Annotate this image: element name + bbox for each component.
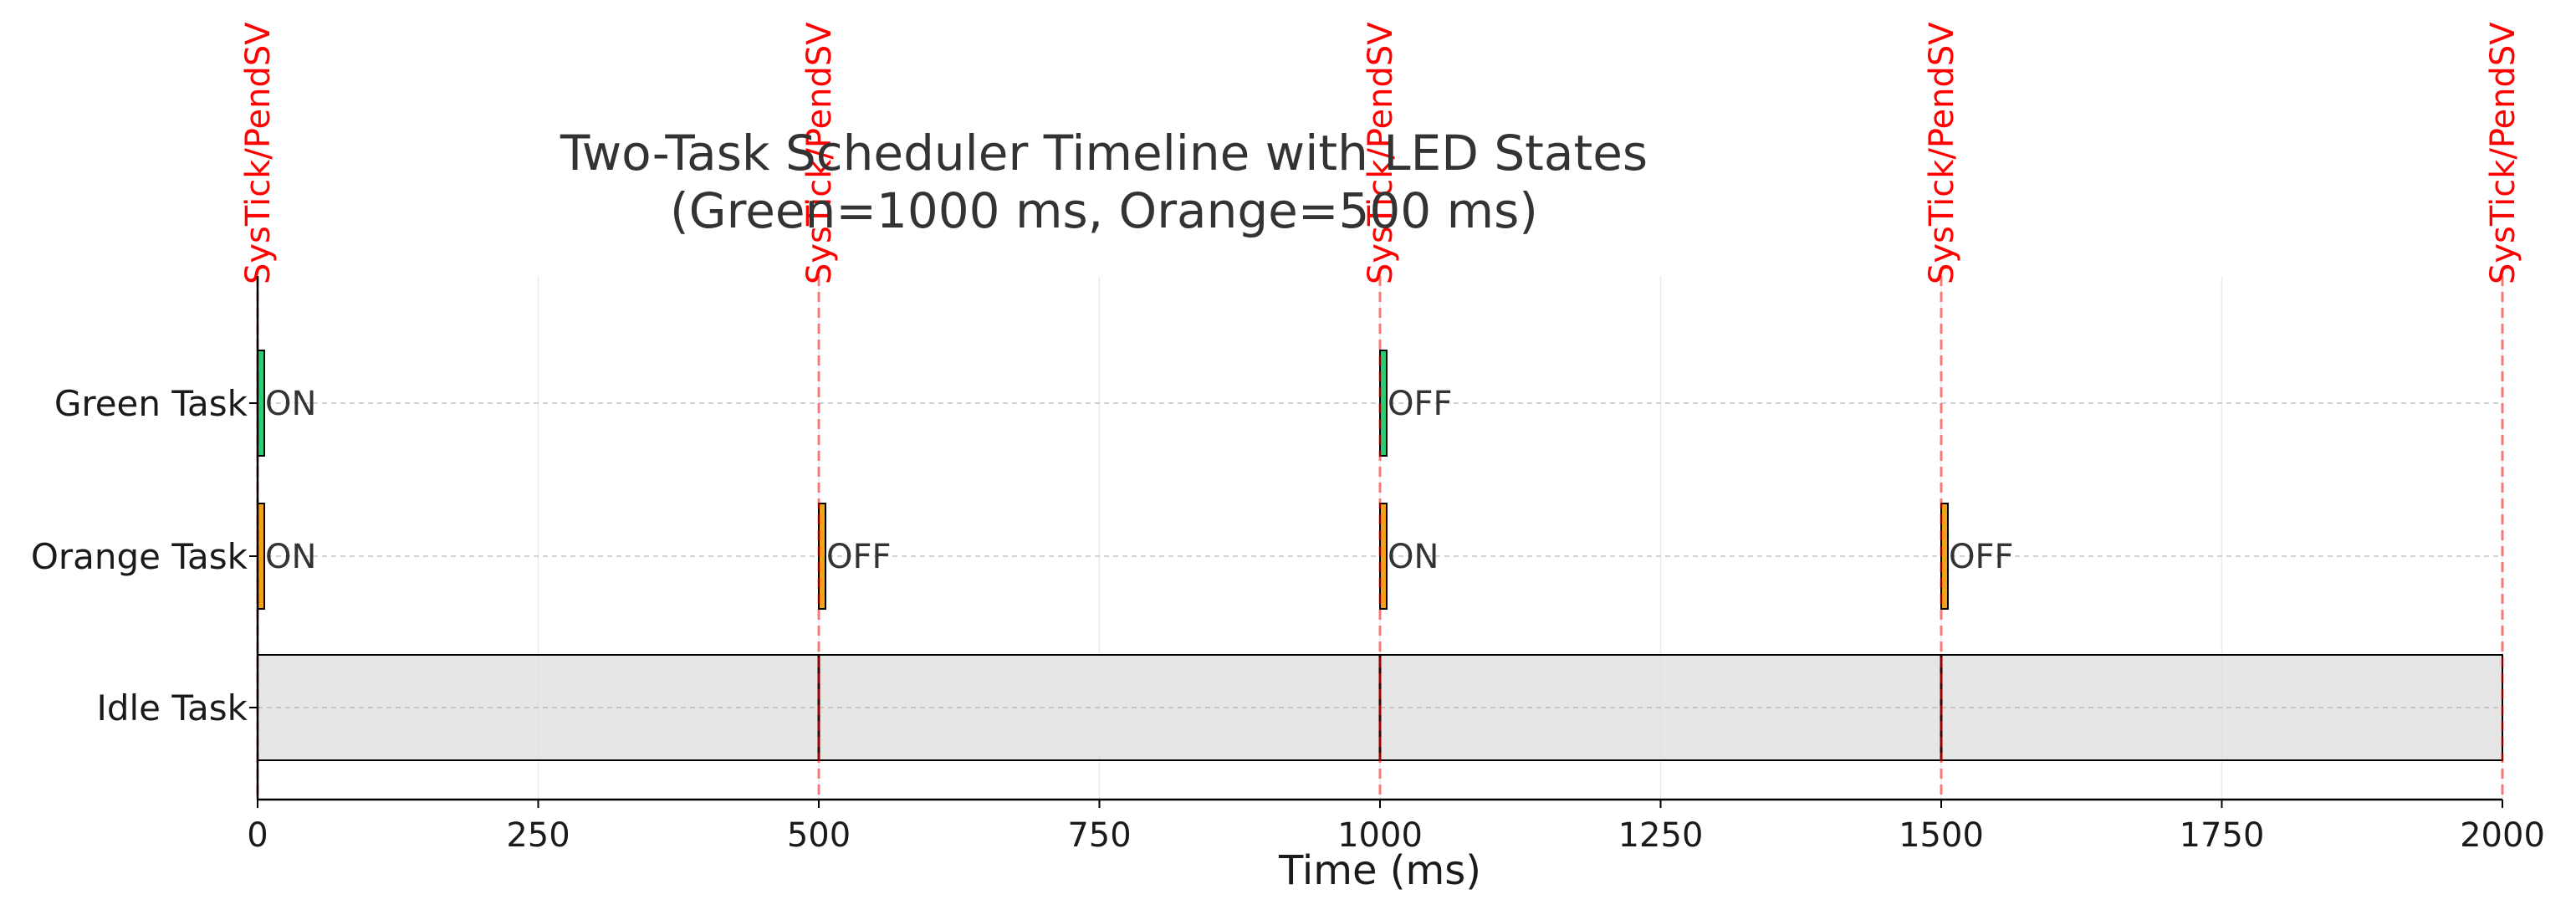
systick-label: SysTick/PendSV: [1923, 22, 1961, 284]
led-state-label: ON: [265, 385, 316, 423]
x-tick-label: 1750: [2180, 816, 2265, 855]
systick-label: SysTick/PendSV: [2484, 22, 2522, 284]
x-axis-label: Time (ms): [1278, 847, 1481, 894]
chart-title-line-1: Two-Task Scheduler Timeline with LED Sta…: [560, 125, 1648, 181]
led-state-label: OFF: [1388, 385, 1453, 423]
x-tick-label: 1500: [1899, 816, 1984, 855]
y-tick-label: Orange Task: [31, 536, 248, 577]
x-tick-label: 0: [247, 816, 268, 855]
x-tick-label: 1250: [1618, 816, 1704, 855]
led-state-label: ON: [265, 538, 316, 576]
x-tick-label: 250: [506, 816, 570, 855]
events-layer: SysTick/PendSV SysTick/PendSV SysTick/Pend…: [239, 22, 2522, 800]
y-tick-label: Idle Task: [96, 687, 248, 728]
systick-label: SysTick/PendSV: [800, 22, 839, 284]
x-tick-label: 1000: [1337, 816, 1423, 855]
x-tick-label: 500: [787, 816, 851, 855]
led-state-label: OFF: [1949, 538, 2014, 576]
x-tick-label: 750: [1067, 816, 1131, 855]
led-state-label: ON: [1388, 538, 1439, 576]
y-tick-label: Green Task: [54, 383, 248, 424]
systick-label: SysTick/PendSV: [239, 22, 278, 284]
systick-label: SysTick/PendSV: [1362, 22, 1400, 284]
axes-layer: 0 250 500 750 1000 1250 1500 1750 2000 Green Task…: [31, 276, 2545, 855]
led-state-label: OFF: [826, 538, 892, 576]
chart-title-line-2: (Green=1000 ms, Orange=500 ms): [670, 182, 1538, 239]
x-tick-label: 2000: [2460, 816, 2545, 855]
